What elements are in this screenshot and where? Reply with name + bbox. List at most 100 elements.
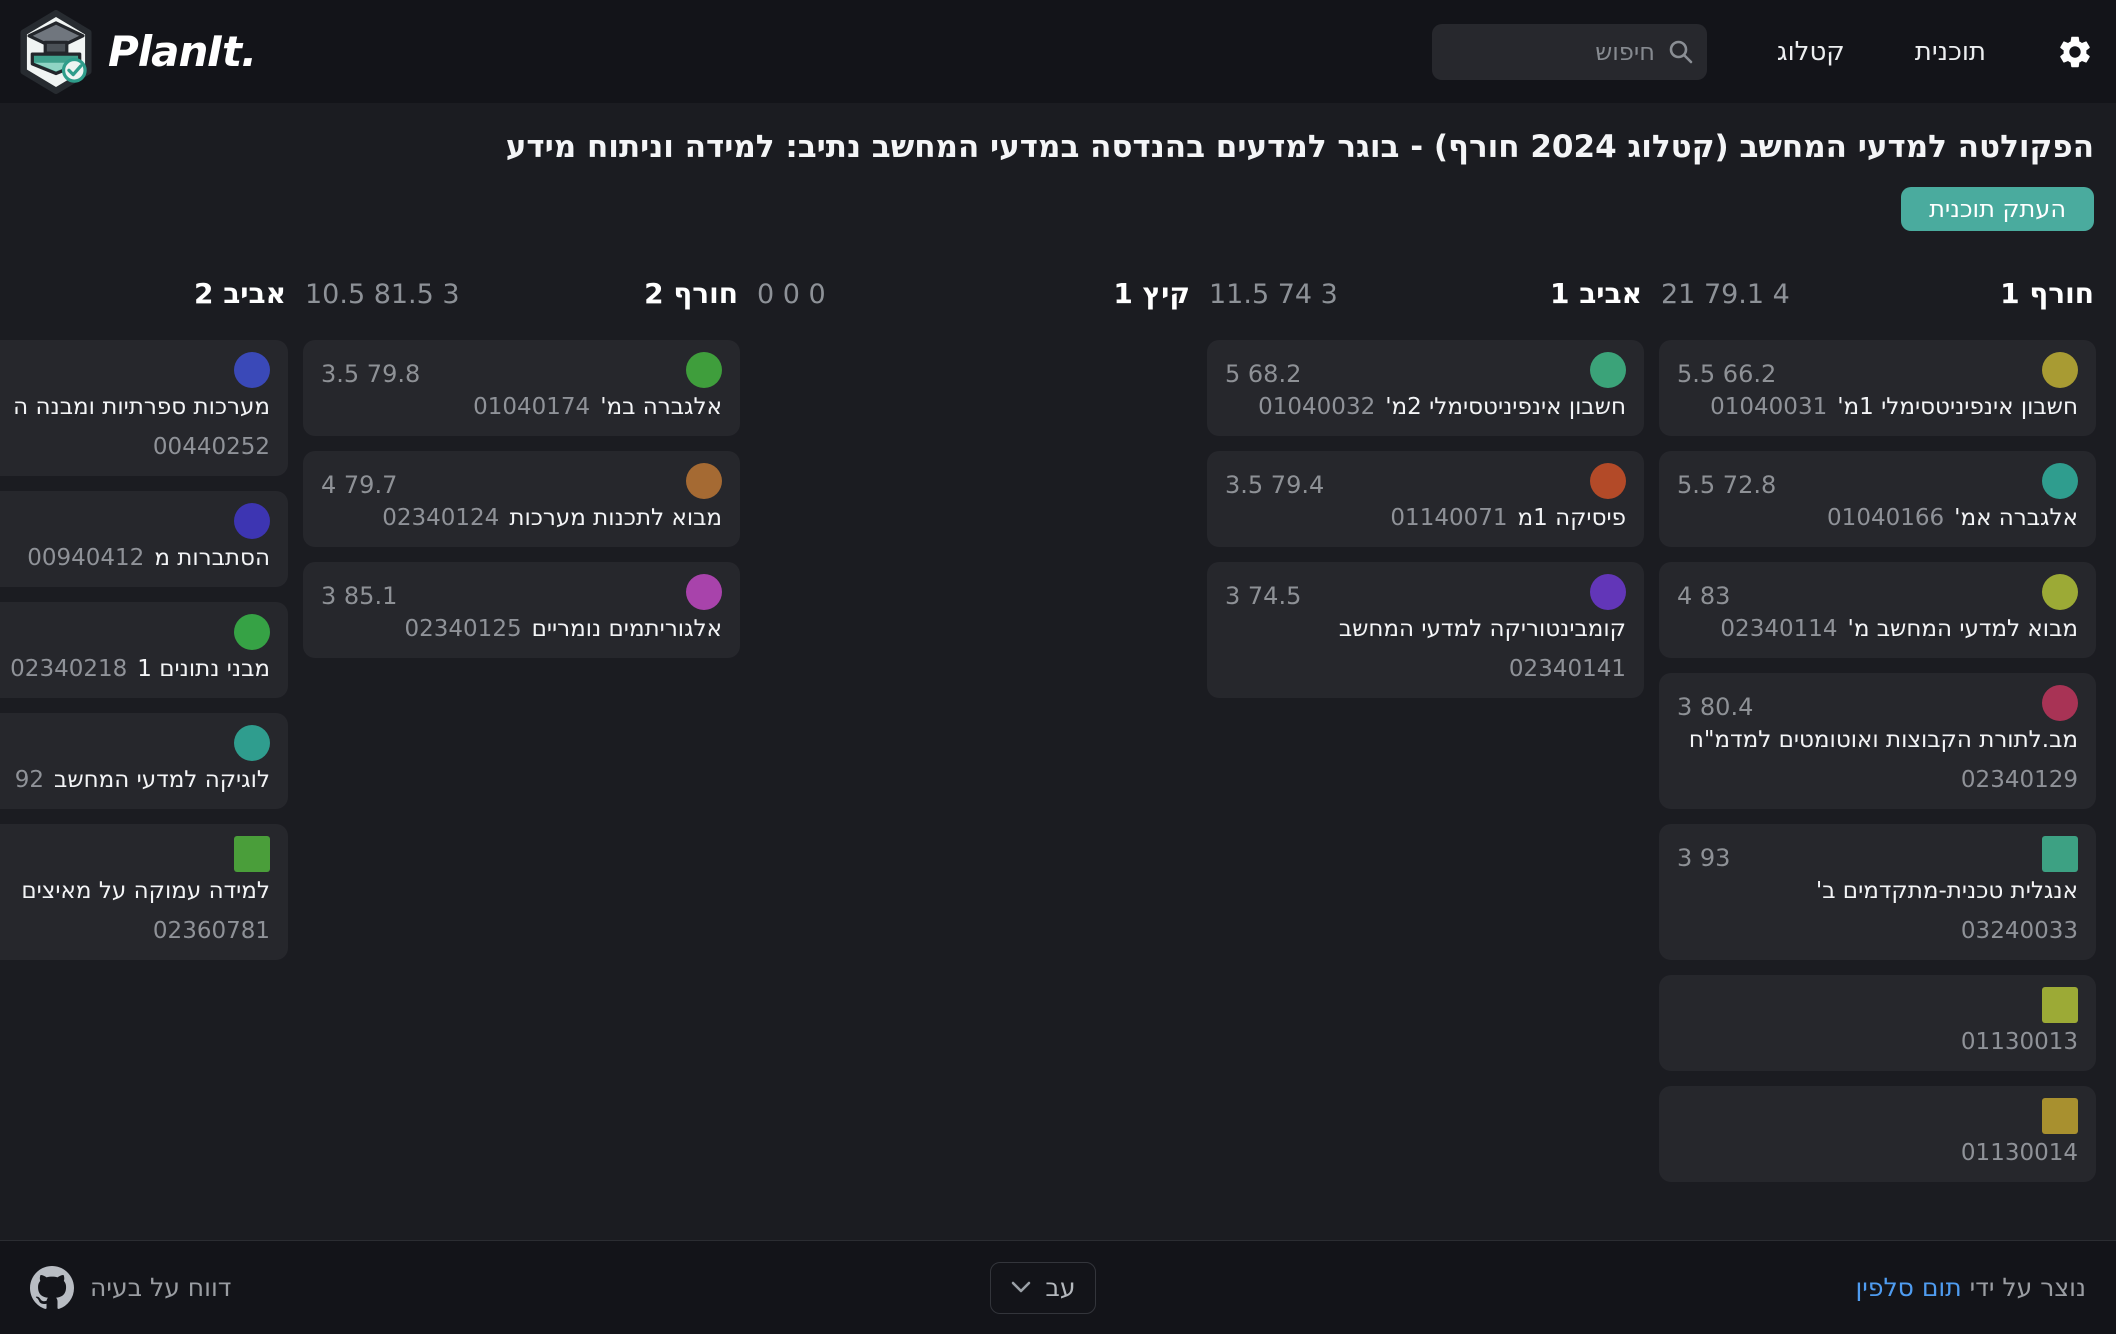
- course-stats: 5.5 66.2: [1677, 360, 1777, 388]
- course-card-top: [0, 503, 270, 543]
- course-title-line: חשבון אינפיניטסימלי 1מ' 01040031: [1677, 392, 2078, 422]
- course-stats: 3 74.5: [1225, 582, 1302, 610]
- course-card-top: 5.5 72.8: [1677, 463, 2078, 503]
- semester-header: קיץ 1 0 0 0: [755, 277, 1192, 310]
- course-card-top: [1677, 1098, 2078, 1138]
- course-color-dot-icon: [1590, 574, 1626, 610]
- course-card[interactable]: 3 93 אנגלית טכנית-מתקדמים ב' 03240033: [1659, 824, 2096, 960]
- course-color-dot-icon: [2042, 463, 2078, 499]
- github-icon: [30, 1265, 75, 1309]
- course-card[interactable]: 4 83 מבוא למדעי המחשב מ' 02340114: [1659, 562, 2096, 658]
- course-color-dot-icon: [2042, 352, 2078, 388]
- planit-logo-icon: [20, 9, 92, 94]
- course-title-line: 01130013: [1677, 1027, 2078, 1057]
- course-card[interactable]: הסתברות מ 00940412: [0, 491, 288, 587]
- course-number: 01040032: [1258, 394, 1376, 420]
- semester-column: אביב 1 11.5 74 3 5 68.2 חשבון אינפיניטסימלי…: [1207, 277, 1644, 1197]
- course-stats: 3.5 79.8: [321, 360, 421, 388]
- course-card[interactable]: 5.5 66.2 חשבון אינפיניטסימלי 1מ' 01040031: [1659, 340, 2096, 436]
- course-card-top: [0, 614, 270, 654]
- course-name: מבוא למדעי המחשב מ': [1847, 616, 2079, 642]
- course-card[interactable]: למידה עמוקה על מאיצים 02360781: [0, 824, 288, 960]
- nav-link-plan[interactable]: תוכנית: [1914, 36, 1986, 67]
- footer: נוצר על ידי תום סלפין עב דווח על בעיה: [0, 1240, 2116, 1334]
- course-color-dot-icon: [686, 352, 722, 388]
- course-title-line: אנגלית טכנית-מתקדמים ב' 03240033: [1677, 876, 2078, 946]
- course-name: אלגברה אמ': [1954, 505, 2078, 531]
- course-title-line: קומבינטוריקה למדעי המחשב 02340141: [1225, 614, 1626, 684]
- language-label: עב: [1045, 1273, 1076, 1302]
- semester-stats: 21 79.1 4: [1661, 279, 1790, 310]
- course-card[interactable]: 3 80.4 מב.לתורת הקבוצות ואוטומטים למדמ"ח 0…: [1659, 673, 2096, 809]
- course-card-top: 3 74.5: [1225, 574, 1626, 614]
- course-card-top: 3 93: [1677, 836, 2078, 876]
- navbar: PlanIt. קטלוג תוכנית: [0, 0, 2116, 103]
- course-card[interactable]: 3 74.5 קומבינטוריקה למדעי המחשב 02340141: [1207, 562, 1644, 698]
- course-color-dot-icon: [686, 574, 722, 610]
- course-card[interactable]: לוגיקה למדעי המחשב 92: [0, 713, 288, 809]
- course-title-line: מבני נתונים 1 02340218: [0, 654, 270, 684]
- course-card[interactable]: 4 79.7 מבוא לתכנות מערכות 02340124: [303, 451, 740, 547]
- course-color-dot-icon: [234, 352, 270, 388]
- course-stats: 5 68.2: [1225, 360, 1302, 388]
- semester-name: קיץ 1: [1113, 277, 1190, 310]
- course-title-line: חשבון אינפיניטסימלי 2מ' 01040032: [1225, 392, 1626, 422]
- course-card[interactable]: 3 85.1 אלגוריתמים נומריים 02340125: [303, 562, 740, 658]
- course-title-line: לוגיקה למדעי המחשב 92: [0, 765, 270, 795]
- search-box: [1431, 23, 1707, 80]
- course-card-top: 3 80.4: [1677, 685, 2078, 725]
- course-stats: 5.5 72.8: [1677, 471, 1777, 499]
- course-card[interactable]: 01130013: [1659, 975, 2096, 1071]
- course-name: מבוא לתכנות מערכות: [509, 505, 722, 531]
- course-name: הסתברות מ: [154, 545, 270, 571]
- course-color-square-icon: [234, 836, 270, 872]
- search-input[interactable]: [1431, 23, 1707, 80]
- course-name: אלגוריתמים נומריים: [531, 616, 722, 642]
- chevron-down-icon: [1012, 1281, 1031, 1293]
- course-title-line: אלגברה במ' 01040174: [321, 392, 722, 422]
- semester-column: חורף 2 10.5 81.5 3 3.5 79.8 אלגברה במ' 01040…: [303, 277, 740, 1197]
- course-card[interactable]: 3.5 79.4 פיסיקה 1מ 01140071: [1207, 451, 1644, 547]
- language-selector[interactable]: עב: [990, 1261, 1097, 1314]
- course-card[interactable]: 5.5 72.8 אלגברה אמ' 01040166: [1659, 451, 2096, 547]
- course-card[interactable]: 3.5 79.8 אלגברה במ' 01040174: [303, 340, 740, 436]
- course-number: 01040031: [1710, 394, 1828, 420]
- course-number: 01140071: [1390, 505, 1508, 531]
- course-color-dot-icon: [2042, 574, 2078, 610]
- semester-name: אביב 1: [1549, 277, 1642, 310]
- course-name: קומבינטוריקה למדעי המחשב: [1338, 616, 1626, 642]
- nav-link-catalog[interactable]: קטלוג: [1776, 36, 1845, 67]
- copy-plan-button[interactable]: העתק תוכנית: [1901, 187, 2094, 231]
- course-card-top: 4 83: [1677, 574, 2078, 614]
- course-card-top: [1677, 987, 2078, 1027]
- course-card[interactable]: 01130014: [1659, 1086, 2096, 1182]
- course-number: 01130013: [1960, 1029, 2078, 1055]
- course-card-top: [0, 836, 270, 876]
- course-card[interactable]: 5 68.2 חשבון אינפיניטסימלי 2מ' 01040032: [1207, 340, 1644, 436]
- course-card[interactable]: מערכות ספרתיות ומבנה ה 00440252: [0, 340, 288, 476]
- course-title-line: 01130014: [1677, 1138, 2078, 1168]
- course-name: מערכות ספרתיות ומבנה ה: [13, 394, 270, 420]
- main-content: הפקולטה למדעי המחשב (קטלוג 2024 חורף) - …: [0, 103, 2116, 1197]
- brand[interactable]: PlanIt.: [18, 9, 257, 94]
- course-color-dot-icon: [2042, 685, 2078, 721]
- course-number: 01040174: [473, 394, 591, 420]
- course-number: 02340114: [1720, 616, 1838, 642]
- semester-header: חורף 1 21 79.1 4: [1659, 277, 2096, 310]
- page-title: הפקולטה למדעי המחשב (קטלוג 2024 חורף) - …: [505, 129, 2094, 165]
- course-card[interactable]: מבני נתונים 1 02340218: [0, 602, 288, 698]
- course-name: מב.לתורת הקבוצות ואוטומטים למדמ"ח: [1688, 727, 2078, 753]
- report-issue-label: דווח על בעיה: [90, 1273, 232, 1302]
- course-color-dot-icon: [234, 614, 270, 650]
- report-issue-link[interactable]: דווח על בעיה: [30, 1265, 232, 1310]
- credit-prefix: נוצר על ידי: [1969, 1273, 2086, 1302]
- semester-header: חורף 2 10.5 81.5 3: [303, 277, 740, 310]
- author-link[interactable]: תום סלפין: [1855, 1273, 1962, 1302]
- course-stats: 4 79.7: [321, 471, 398, 499]
- semester-header: אביב 1 11.5 74 3: [1207, 277, 1644, 310]
- settings-gear-icon[interactable]: [2056, 33, 2094, 71]
- course-number: 02340124: [382, 505, 500, 531]
- course-color-square-icon: [2042, 1098, 2078, 1134]
- semester-name: אביב 2: [193, 277, 286, 310]
- semester-stats: 10.5 81.5 3: [305, 279, 460, 310]
